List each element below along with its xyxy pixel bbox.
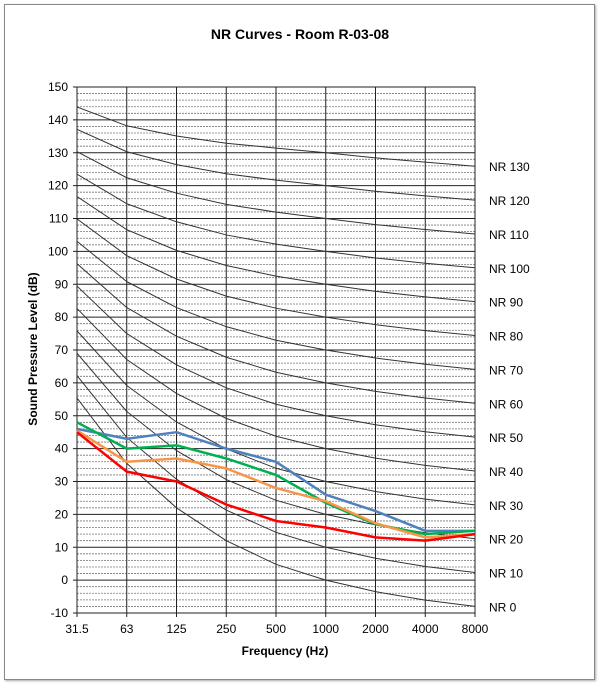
nr-curve-label: NR 80 [489, 330, 523, 344]
y-tick-label: 150 [48, 80, 68, 94]
y-tick-label: 50 [55, 409, 69, 423]
y-tick-label: 40 [55, 442, 69, 456]
nr-curve-label: NR 0 [489, 600, 517, 614]
y-tick-label: 90 [55, 277, 69, 291]
x-tick-label: 4000 [412, 622, 439, 636]
x-tick-label: 31.5 [65, 622, 89, 636]
y-tick-label: 30 [55, 475, 69, 489]
nr-curve [77, 106, 475, 167]
nr-curve-label: NR 40 [489, 465, 523, 479]
plot-border [76, 86, 476, 614]
nr-curve [77, 196, 475, 303]
x-axis-label: Frequency (Hz) [242, 644, 329, 658]
nr-curve [77, 397, 475, 607]
measured-series-line [76, 431, 476, 542]
nr-curve [77, 263, 475, 404]
x-tick-label: 8000 [462, 622, 489, 636]
y-tick-label: -10 [51, 606, 69, 620]
nr-curve-label: NR 30 [489, 499, 523, 513]
nr-curve [77, 151, 475, 235]
x-tick-label: 1000 [312, 622, 339, 636]
measured-series-line [76, 421, 476, 536]
nr-curve-label: NR 100 [489, 262, 530, 276]
nr-curve-label: NR 20 [489, 533, 523, 547]
nr-curve-label: NR 10 [489, 567, 523, 581]
nr-curve-label: NR 120 [489, 194, 530, 208]
y-tick-label: 140 [48, 113, 68, 127]
measured-series-line [76, 429, 476, 539]
y-tick-label: 20 [55, 507, 69, 521]
nr-curve-label: NR 50 [489, 431, 523, 445]
chart-title: NR Curves - Room R-03-08 [211, 26, 389, 42]
nr-curve [77, 330, 475, 506]
y-tick-label: 130 [48, 146, 68, 160]
y-tick-label: 10 [55, 540, 69, 554]
nr-curve-label: NR 60 [489, 397, 523, 411]
x-tick-label: 2000 [362, 622, 389, 636]
y-tick-label: 0 [61, 573, 68, 587]
nr-curve-label: NR 110 [489, 228, 529, 242]
y-tick-label: 120 [48, 179, 68, 193]
x-tick-label: 125 [166, 622, 186, 636]
y-tick-label: 110 [49, 212, 68, 226]
y-axis-label: Sound Pressure Level (dB) [26, 272, 40, 425]
x-tick-label: 63 [120, 622, 134, 636]
nr-curve [77, 240, 475, 370]
x-tick-label: 500 [266, 622, 286, 636]
nr-curve-label: NR 90 [489, 296, 523, 310]
nr-curve [77, 173, 475, 269]
nr-curve-label: NR 130 [489, 160, 530, 174]
y-tick-label: 80 [55, 310, 69, 324]
y-tick-label: 60 [55, 376, 69, 390]
y-tick-label: 100 [48, 244, 68, 258]
nr-curve [77, 128, 475, 201]
nr-curve [77, 285, 475, 438]
nr-curve [77, 218, 475, 337]
nr-curve [77, 375, 475, 574]
measured-series-line [76, 427, 475, 533]
y-tick-label: 70 [55, 343, 69, 357]
nr-curve-label: NR 70 [489, 363, 523, 377]
x-tick-label: 250 [216, 622, 236, 636]
nr-curve [77, 308, 475, 472]
